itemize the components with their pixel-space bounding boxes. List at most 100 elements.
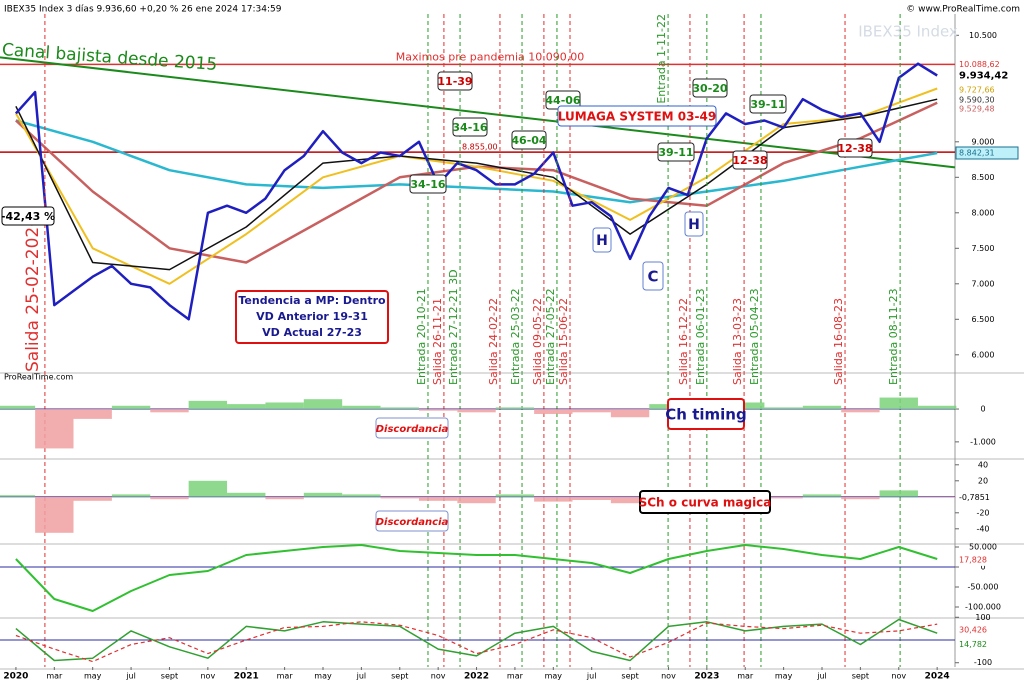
annotation-text: H	[688, 217, 700, 233]
bar	[917, 496, 957, 498]
y-tick-label: 0	[980, 405, 985, 414]
brand: ProRealTime.com	[4, 373, 73, 382]
y-tick-label: 8.500	[972, 173, 995, 182]
y-tick-label: 6.500	[972, 315, 995, 324]
x-tick-label: 2023	[694, 672, 719, 682]
x-tick-label: 2024	[925, 672, 950, 682]
x-tick-label: nov	[661, 672, 676, 681]
annotation-line: Tendencia a MP: Dentro	[238, 294, 386, 307]
price-badge	[956, 84, 1018, 97]
trend-line	[0, 56, 956, 169]
bar	[802, 405, 842, 410]
y-tick-label: 40	[978, 460, 988, 469]
bar	[0, 405, 36, 410]
y-tick-label: 7.000	[972, 279, 995, 288]
annotation-text: Discordancia	[376, 424, 449, 435]
y-tick-label: -100.000	[965, 603, 1001, 612]
bar	[610, 496, 650, 504]
price-badge-label: 14,782	[959, 640, 987, 649]
x-tick-label: 2022	[464, 672, 489, 682]
annotation-line: VD Actual 27-23	[262, 326, 362, 339]
panels: 10.500 9.000 8.500 8.000 7.500 7.000 6.500 6.00…	[0, 14, 1024, 682]
bar	[495, 494, 535, 497]
price-badge	[956, 553, 1018, 566]
bar	[879, 490, 918, 497]
y-tick-label: 8.000	[972, 208, 995, 217]
annotation-text: 11-39	[437, 75, 472, 88]
hline-label: 8.855,00	[462, 143, 498, 152]
annotation-box	[511, 130, 547, 150]
series-line	[15, 621, 938, 663]
price-badge	[956, 624, 1018, 637]
price-badge-label: -0,7851	[959, 493, 990, 502]
bar	[342, 405, 381, 410]
annotation-box	[557, 105, 717, 127]
annotation-text: 34-16	[452, 121, 488, 134]
bar	[380, 496, 419, 499]
annotation-box	[639, 490, 771, 514]
price-badge	[956, 638, 1018, 651]
bar	[380, 407, 419, 410]
signal-label: Entrada 25-03-22	[509, 288, 522, 385]
annotation-box	[452, 117, 488, 137]
bar	[303, 399, 343, 410]
x-tick-label: 2021	[234, 672, 259, 682]
price-badge	[955, 146, 1019, 160]
x-tick-label: sept	[161, 672, 178, 681]
bar	[802, 494, 842, 497]
y-tick-label: -40	[976, 524, 989, 533]
watermark: IBEX35 Index	[858, 23, 958, 41]
bar	[457, 409, 496, 413]
x-tick-label: mar	[277, 672, 294, 681]
x-tick-label: nov	[200, 672, 215, 681]
series-line	[14, 62, 938, 321]
x-tick-label: sept	[391, 672, 408, 681]
signal-label: Entrada 06-01-23	[694, 288, 707, 385]
bar	[572, 409, 611, 413]
annotation-text: 39-11	[750, 98, 785, 111]
series-line	[15, 119, 938, 204]
bar	[342, 494, 381, 497]
signal-label: Salida 16-12-22	[677, 298, 690, 385]
x-tick-label: jul	[125, 672, 136, 681]
x-tick-label: sept	[852, 672, 869, 681]
bar	[879, 397, 918, 410]
annotation-box	[684, 211, 704, 237]
y-tick-label: -100	[974, 658, 992, 667]
y-tick-label: 20	[978, 476, 988, 485]
y-tick-label: 6.000	[972, 350, 995, 359]
x-tick-label: may	[84, 672, 102, 681]
annotation-box	[667, 398, 745, 430]
annotation-text: 44-06	[545, 94, 581, 107]
annotation-box	[592, 227, 612, 253]
bar	[73, 496, 112, 501]
signal-label: Salida 15-06-22	[557, 298, 570, 385]
annotation-box	[642, 261, 664, 291]
price-badge	[956, 69, 1018, 82]
annotation-text: 39-11	[658, 146, 693, 159]
annotation-box	[1, 206, 55, 226]
bar	[534, 496, 573, 502]
annotation-line: VD Anterior 19-31	[256, 310, 368, 323]
header-text: IBEX35 Index 3 días 9.936,60 +0,20 % 26 …	[4, 5, 282, 15]
series-line	[15, 544, 938, 612]
signal-label: Entrada 08-11-23	[887, 288, 900, 385]
annotation-text: 46-04	[511, 134, 547, 147]
x-tick-label: mar	[507, 672, 524, 681]
price-badge-label: 9.590,30	[959, 95, 995, 104]
x-tick-label: nov	[891, 672, 906, 681]
bar	[764, 496, 803, 499]
x-tick-label: jul	[586, 672, 597, 681]
bar	[35, 409, 74, 449]
signal-label: Entrada 27-12-21 3D	[447, 269, 460, 385]
annotation-box	[375, 417, 449, 439]
price-badge-label: 10.088,62	[959, 60, 1000, 69]
bar	[188, 400, 228, 410]
bar	[841, 409, 880, 413]
bar	[303, 492, 343, 497]
bar	[111, 405, 151, 410]
y-tick-label: -20	[976, 508, 989, 517]
price-badge	[956, 103, 1018, 116]
bar	[534, 409, 573, 414]
bar	[610, 409, 650, 418]
